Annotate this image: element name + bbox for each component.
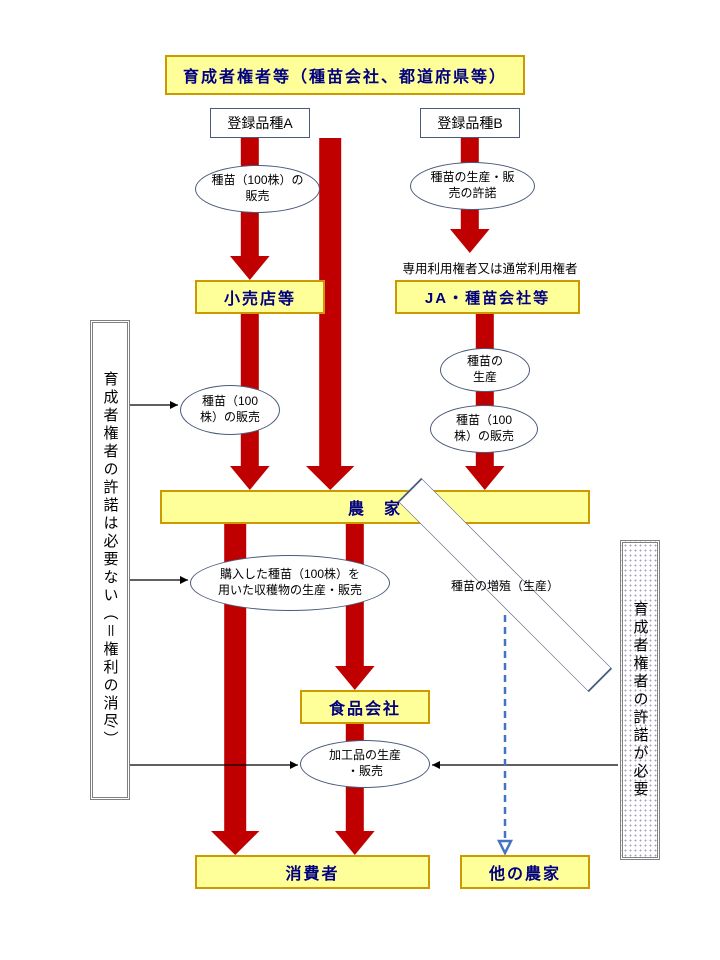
blue-dash-arrow bbox=[497, 615, 513, 855]
node-leftbar: 育成者権者の許諾は必要ない（＝権利の消尽） bbox=[90, 320, 130, 800]
node-licenseB: 種苗の生産・販売の許諾 bbox=[410, 162, 535, 210]
node-title: 育成者権者等（種苗会社、都道府県等） bbox=[165, 55, 525, 95]
node-sale100b: 種苗（100株）の販売 bbox=[180, 385, 280, 435]
node-ja: JA・種苗会社等 bbox=[395, 280, 580, 314]
node-consumer: 消費者 bbox=[195, 855, 430, 889]
node-sale100c: 種苗（100株）の販売 bbox=[430, 405, 538, 453]
node-harvest: 購入した種苗（100株）を用いた収穫物の生産・販売 bbox=[190, 555, 390, 611]
node-licLabel: 専用利用権者又は通常利用権者 bbox=[395, 258, 585, 274]
thin-arrow bbox=[130, 399, 178, 411]
node-varietyB: 登録品種B bbox=[420, 108, 520, 138]
node-rightbar: 育成者権者の許諾が必要 bbox=[620, 540, 660, 860]
node-sale100a: 種苗（100株）の販売 bbox=[195, 165, 320, 213]
node-varietyA: 登録品種A bbox=[210, 108, 310, 138]
red-arrow bbox=[465, 314, 505, 490]
node-processed: 加工品の生産・販売 bbox=[300, 740, 430, 788]
node-prodB: 種苗の生産 bbox=[440, 348, 530, 392]
thin-arrow bbox=[432, 759, 618, 771]
node-retail: 小売店等 bbox=[195, 280, 325, 314]
node-farmer: 農 家 bbox=[160, 490, 590, 524]
thin-arrow bbox=[130, 574, 188, 586]
node-otherfarm: 他の農家 bbox=[460, 855, 590, 889]
thin-arrow bbox=[130, 759, 298, 771]
node-propagate: 種苗の増殖（生産） bbox=[430, 555, 580, 615]
node-foodco: 食品会社 bbox=[300, 690, 430, 724]
